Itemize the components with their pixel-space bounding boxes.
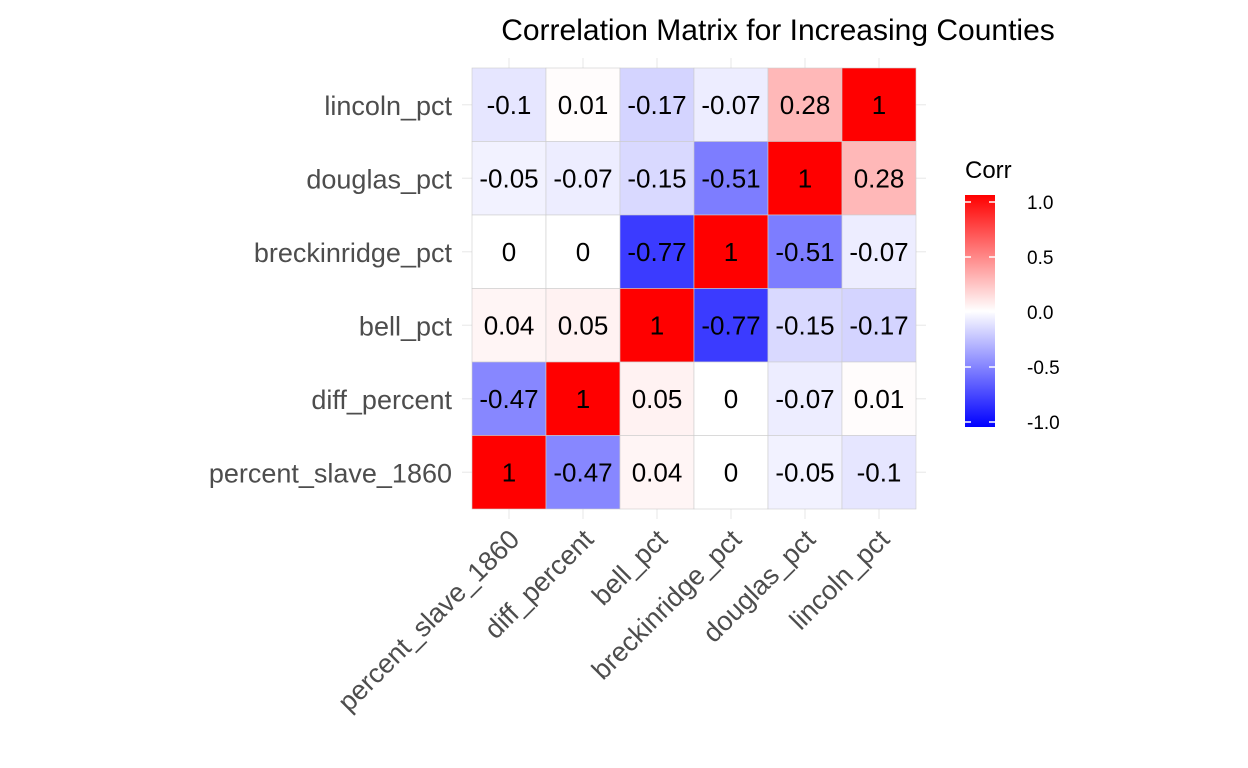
cell-value-label: 1 bbox=[798, 163, 812, 193]
heatmap-cell bbox=[619, 214, 695, 289]
cell-value-label: 0 bbox=[724, 384, 738, 414]
heatmap-cell bbox=[841, 214, 917, 289]
cell-value-label: -0.77 bbox=[627, 237, 686, 267]
y-axis-labels: lincoln_pct douglas_pct breckinridge_pctbe… bbox=[209, 91, 453, 489]
heatmap-cell bbox=[471, 141, 547, 216]
heatmap-cell bbox=[545, 141, 621, 216]
heatmap-cell bbox=[767, 214, 843, 289]
cell-value-label: -0.51 bbox=[701, 163, 760, 193]
heatmap-cell bbox=[693, 288, 769, 363]
heatmap-cell bbox=[693, 214, 769, 289]
legend-tick-label: 0.0 bbox=[1027, 303, 1053, 324]
legend-tick-label: 0.5 bbox=[1027, 248, 1053, 269]
y-tick-label: bell_pct bbox=[359, 311, 453, 341]
cell-value-label: 0 bbox=[724, 457, 738, 487]
y-tick-label: percent_slave_1860 bbox=[209, 458, 452, 488]
legend-colorbar bbox=[965, 195, 995, 427]
cell-value-label: 1 bbox=[872, 90, 886, 120]
heatmap-cell bbox=[693, 141, 769, 216]
heatmap-cell bbox=[767, 288, 843, 363]
heatmap-cell bbox=[545, 288, 621, 363]
legend-title: Corr bbox=[965, 157, 1012, 184]
cell-value-label: -0.1 bbox=[487, 90, 532, 120]
heatmap-cell bbox=[471, 67, 547, 142]
cell-value-label: -0.15 bbox=[627, 163, 686, 193]
cell-value-label: -0.05 bbox=[479, 163, 538, 193]
color-legend: Corr 1.0 0.5 0.0 -0.5 -1.0 bbox=[965, 157, 1060, 434]
cell-value-label: -0.77 bbox=[701, 310, 760, 340]
cell-value-label: 0.04 bbox=[632, 457, 683, 487]
chart-title: Correlation Matrix for Increasing Counti… bbox=[501, 14, 1055, 47]
heatmap-cells bbox=[471, 67, 917, 510]
cell-value-label: 0.05 bbox=[558, 310, 609, 340]
heatmap-cell bbox=[767, 141, 843, 216]
heatmap-cell bbox=[619, 435, 695, 510]
cell-value-label: 1 bbox=[576, 384, 590, 414]
heatmap-cell bbox=[619, 361, 695, 436]
cell-value-label: -0.07 bbox=[775, 384, 834, 414]
heatmap-cell bbox=[545, 67, 621, 142]
heatmap-cell bbox=[619, 141, 695, 216]
heatmap-cell bbox=[545, 214, 621, 289]
cell-value-label: -0.47 bbox=[553, 457, 612, 487]
x-axis-labels: percent_slave_1860diff_percentbell_pctbr… bbox=[332, 524, 896, 718]
cell-value-label: -0.07 bbox=[701, 90, 760, 120]
legend-tick-label: -1.0 bbox=[1027, 413, 1060, 434]
cell-value-label: 1 bbox=[502, 457, 516, 487]
heatmap-cell bbox=[841, 435, 917, 510]
cell-value-label: -0.05 bbox=[775, 457, 834, 487]
cell-value-label: 0.04 bbox=[484, 310, 535, 340]
y-tick-label: diff_percent bbox=[311, 385, 452, 415]
y-tick-label: breckinridge_pct bbox=[254, 238, 453, 268]
heatmap-cell bbox=[545, 435, 621, 510]
cell-value-label: -0.07 bbox=[553, 163, 612, 193]
heatmap-cell bbox=[841, 361, 917, 436]
y-tick-label: douglas_pct bbox=[306, 164, 452, 194]
cell-value-label: -0.17 bbox=[849, 310, 908, 340]
heatmap-cell bbox=[471, 288, 547, 363]
cell-value-label: -0.17 bbox=[627, 90, 686, 120]
cell-value-label: 0.28 bbox=[780, 90, 831, 120]
heatmap-cell bbox=[767, 435, 843, 510]
cell-value-label: -0.1 bbox=[857, 457, 902, 487]
heatmap-cell bbox=[767, 361, 843, 436]
heatmap-cell bbox=[693, 67, 769, 142]
heatmap-cell bbox=[841, 141, 917, 216]
cell-value-label: 0.28 bbox=[854, 163, 905, 193]
heatmap-cell bbox=[841, 288, 917, 363]
heatmap-cell bbox=[619, 67, 695, 142]
cell-value-label: 0.01 bbox=[854, 384, 905, 414]
cell-value-label: -0.07 bbox=[849, 237, 908, 267]
cell-value-label: -0.51 bbox=[775, 237, 834, 267]
heatmap-cell bbox=[545, 361, 621, 436]
heatmap-cell bbox=[471, 435, 547, 510]
heatmap-cell bbox=[767, 67, 843, 142]
cell-value-label: -0.47 bbox=[479, 384, 538, 414]
cell-value-label: 0 bbox=[576, 237, 590, 267]
cell-value-label: 0.01 bbox=[558, 90, 609, 120]
cell-value-label: 0.05 bbox=[632, 384, 683, 414]
cell-value-label: -0.15 bbox=[775, 310, 834, 340]
cell-value-label: 1 bbox=[724, 237, 738, 267]
cell-value-label: 1 bbox=[650, 310, 664, 340]
legend-tick-label: -0.5 bbox=[1027, 358, 1060, 379]
legend-tick-label: 1.0 bbox=[1027, 193, 1053, 214]
y-tick-label: lincoln_pct bbox=[324, 91, 452, 121]
heatmap-cell-labels: -0.1 0.01 -0.17 -0.07 0.28 1 -0.05 -0.07 -0.15 -0… bbox=[479, 90, 908, 488]
cell-value-label: 0 bbox=[502, 237, 516, 267]
